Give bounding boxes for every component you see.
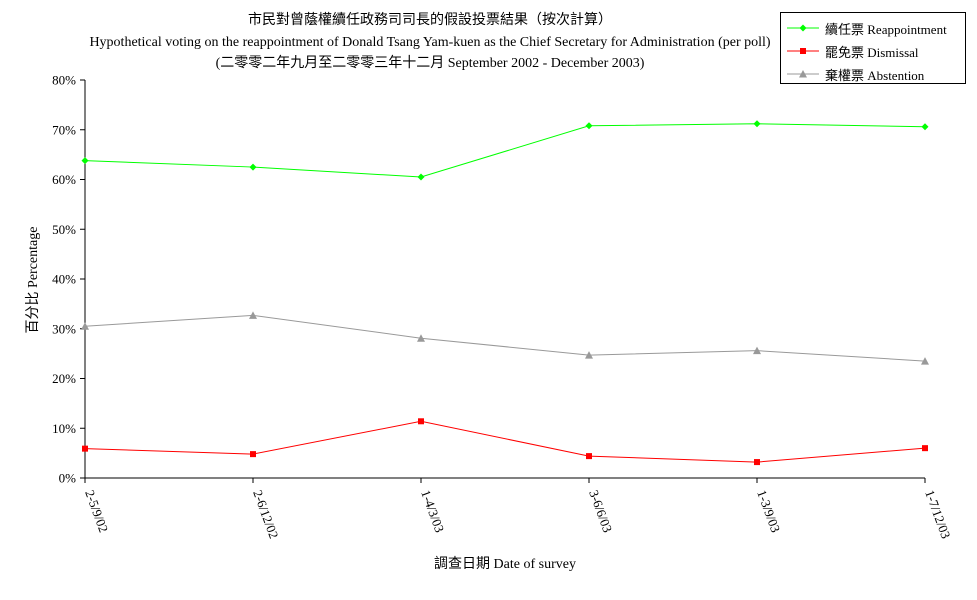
data-point: [250, 451, 256, 458]
data-point: [753, 120, 761, 128]
data-point: [585, 122, 593, 130]
y-tick-label: 80%: [52, 73, 76, 88]
chart-subtitle: Hypothetical voting on the reappointment…: [89, 35, 771, 50]
y-tick-label: 70%: [52, 122, 76, 137]
x-tick-label: 3-6/6/03: [586, 488, 615, 535]
data-point: [753, 346, 761, 355]
data-point: [81, 157, 89, 165]
chart-title: 市民對曾蔭權續任政務司司長的假設投票結果（按次計算）: [248, 13, 612, 28]
series-line-1: [84, 420, 926, 463]
chart-legend: 續任票 Reappointment 罷免票 Dismissal 棄權票 Abst…: [780, 12, 966, 84]
y-tick-label: 0%: [59, 471, 77, 486]
y-axis-title: 百分比 Percentage: [26, 226, 41, 334]
data-point: [417, 173, 425, 181]
y-tick-label: 60%: [52, 172, 76, 187]
series-line-0: [84, 123, 926, 178]
data-point: [418, 418, 424, 425]
y-tick-label: 40%: [52, 272, 76, 287]
x-tick-label: 2-5/9/02: [82, 488, 111, 535]
data-point: [249, 311, 257, 319]
data-point: [921, 123, 929, 131]
x-tick-label: 1-3/9/03: [754, 488, 783, 535]
y-tick-label: 30%: [52, 321, 76, 336]
legend-label-reappointment: 續任票 Reappointment: [825, 21, 947, 37]
data-point: [81, 322, 89, 330]
y-tick-label: 10%: [52, 421, 76, 436]
legend-swatch-dismissal: [787, 48, 819, 54]
x-tick-label: 1-4/3/03: [418, 488, 447, 535]
chart-subtitle-period: (二零零二年九月至二零零三年十二月 September 2002 - Decem…: [215, 56, 645, 71]
data-point: [922, 445, 928, 452]
x-tick-label: 2-6/12/02: [250, 488, 281, 541]
y-tick-label: 20%: [52, 371, 76, 386]
legend-label-abstention: 棄權票 Abstention: [825, 67, 925, 83]
data-point: [417, 334, 425, 342]
x-axis-title: 調查日期 Date of survey: [434, 557, 576, 572]
x-tick-label: 1-7/12/03: [922, 488, 953, 541]
y-tick-label: 50%: [52, 222, 76, 237]
data-point: [585, 351, 593, 359]
legend-label-dismissal: 罷免票 Dismissal: [825, 44, 919, 60]
legend-item-reappointment: 續任票 Reappointment: [787, 19, 947, 37]
data-point: [249, 163, 257, 171]
data-point: [921, 357, 929, 365]
data-point: [586, 453, 592, 460]
legend-swatch-abstention: [787, 70, 819, 78]
data-point: [82, 445, 88, 452]
data-point: [754, 459, 760, 466]
legend-item-abstention: 棄權票 Abstention: [787, 65, 924, 83]
legend-swatch-reappointment: [787, 24, 819, 32]
series-line-2: [84, 314, 926, 362]
legend-item-dismissal: 罷免票 Dismissal: [787, 42, 919, 60]
